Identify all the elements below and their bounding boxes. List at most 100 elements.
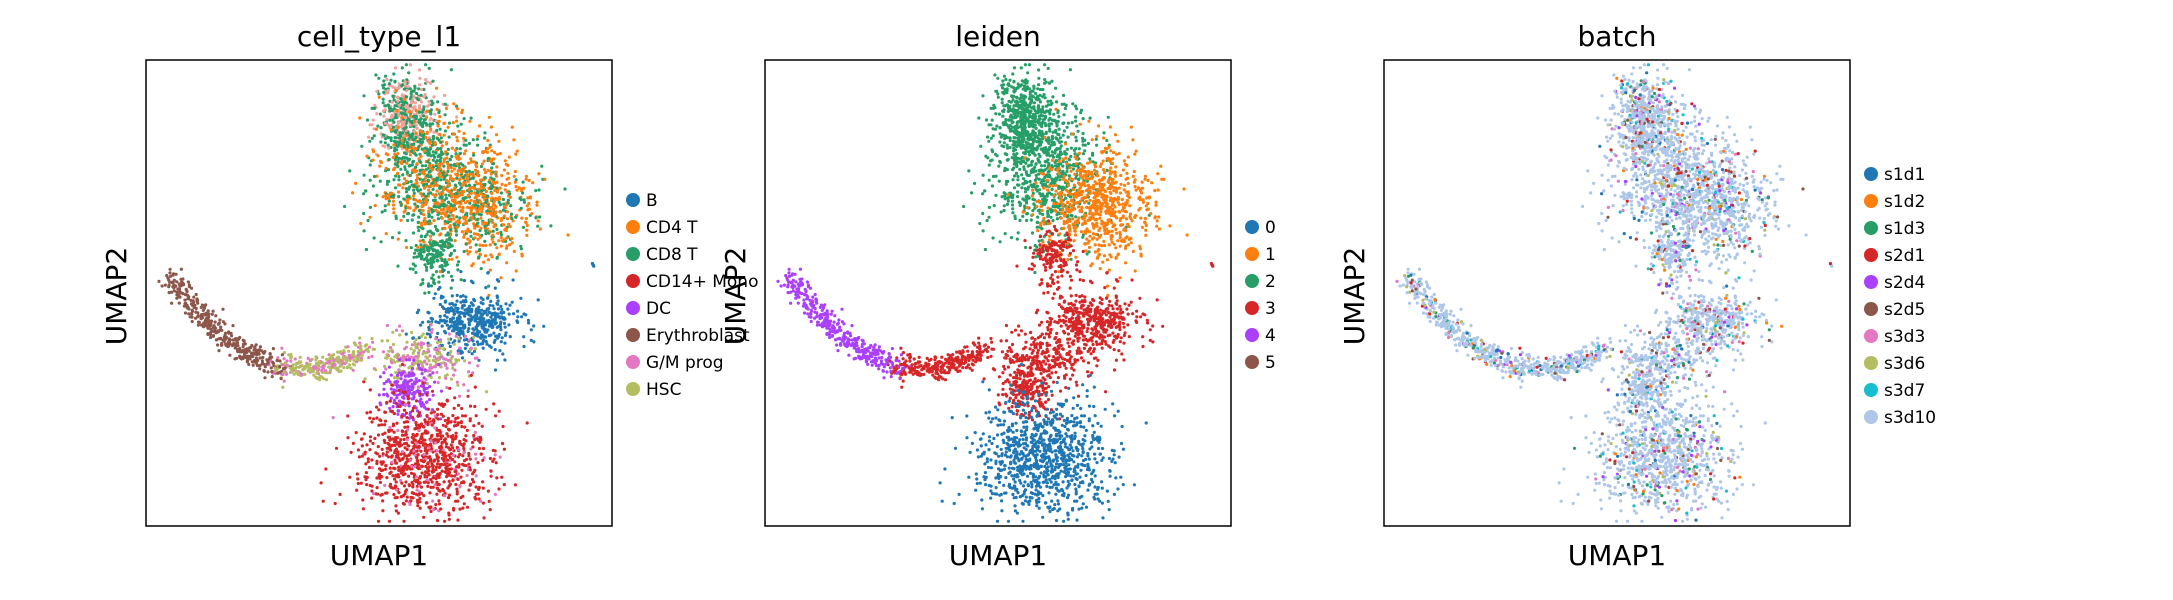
scatter-point [431,242,435,246]
scatter-point [481,446,486,451]
scatter-point [439,204,443,208]
scatter-point [452,167,456,171]
scatter-point [524,216,529,221]
scatter-point [366,218,370,223]
scatter-point [452,249,457,253]
scatter-point [471,138,475,142]
scatter-point [485,390,489,394]
scatter-point [455,195,459,199]
scatter-point [411,440,415,445]
scatter-point [436,259,440,263]
scatter-point [450,324,454,328]
scatter-point [507,176,511,180]
scatter-point [437,502,442,506]
scatter-point [460,193,464,197]
scatter-point [390,460,394,464]
scatter-point [427,359,431,363]
scatter-point [440,305,445,309]
scatter-point [394,214,398,218]
scatter-point [406,197,410,202]
scatter-point [354,431,358,435]
scatter-point [437,280,441,284]
scatter-point [460,230,464,234]
scatter-point [443,258,447,262]
scatter-point [488,311,492,315]
scatter-point [1011,120,1015,124]
scatter-point [435,254,439,258]
scatter-point [436,358,441,362]
scatter-point [464,143,468,147]
scatter-point [475,437,479,441]
scatter-point [510,216,514,221]
scatter-point [504,246,509,250]
scatter-point [435,241,439,245]
scatter-point [387,146,391,150]
scatter-point [400,111,404,115]
scatter-point [1026,117,1030,121]
scatter-point [500,441,505,446]
scatter-point [456,383,460,387]
scatter-point [418,199,423,203]
scatter-point [468,304,472,308]
scatter-point [370,136,374,140]
scatter-point [383,141,387,145]
scatter-point [408,153,412,157]
scatter-point [434,337,438,341]
scatter-point [429,116,433,121]
scatter-point [468,348,472,352]
scatter-point [385,491,389,495]
scatter-point [452,312,456,316]
scatter-point [372,417,376,421]
scatter-point [451,453,456,457]
scatter-point [475,315,479,319]
scatter-point [437,488,441,493]
scatter-point [371,441,375,446]
scatter-point [190,309,195,313]
scatter-point [467,451,471,456]
scatter-point [423,263,427,267]
scatter-point [396,164,400,169]
scatter-point [402,145,406,149]
scatter-point [434,320,438,324]
scatter-point [478,243,482,247]
scatter-point [381,509,385,513]
scatter-point [427,213,431,217]
scatter-point [401,390,405,394]
scatter-point [436,331,440,335]
scatter-point [186,297,190,301]
scatter-point [230,343,235,348]
scatter-point [467,488,471,492]
scatter-point [472,433,476,438]
scatter-point [488,186,493,190]
scatter-point [431,122,435,126]
scatter-point [449,467,453,471]
scatter-point [432,507,436,512]
y-axis-label: UMAP2 [100,247,133,346]
scatter-point [536,298,540,302]
scatter-point [406,218,410,223]
scatter-point [453,396,457,400]
scatter-point [440,216,444,220]
scatter-point [492,457,496,461]
scatter-point [450,154,454,159]
scatter-point [401,173,405,177]
scatter-point [317,360,321,364]
scatter-point [351,191,355,195]
scatter-point [443,174,447,178]
scatter-point [452,217,456,221]
scatter-point [381,101,385,105]
scatter-point [250,351,254,355]
scatter-point [419,243,423,247]
scatter-point [449,176,453,180]
scatter-point [495,246,499,250]
scatter-point [502,310,506,314]
scatter-point [389,145,393,150]
scatter-point [384,197,388,201]
scatter-point [388,118,392,122]
scatter-point [362,350,366,354]
scatter-point [458,216,462,220]
scatter-point [481,486,485,490]
scatter-point [280,363,284,367]
scatter-point [372,134,376,138]
scatter-point [447,326,451,331]
